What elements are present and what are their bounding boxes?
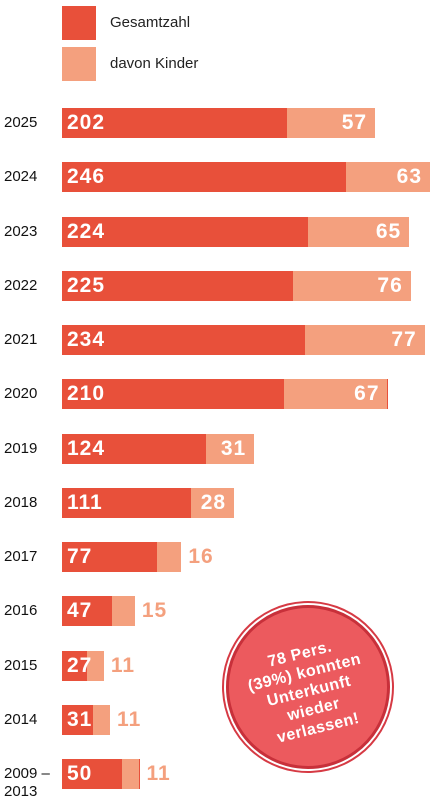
bar-children (308, 216, 410, 247)
bar-children (283, 379, 388, 410)
bar-children (93, 704, 111, 735)
value-label-total: 77 (67, 545, 93, 568)
value-label-children: 11 (110, 653, 136, 677)
legend-label: Gesamtzahl (110, 14, 191, 31)
category-label: 2014 (4, 710, 38, 728)
value-label-children: 77 (391, 328, 417, 351)
category-label: 2022 (4, 276, 38, 294)
annotation-text: 78 Pers. (39%) konnten Unterkunft wieder ver… (221, 626, 397, 756)
category-label: 2021 (4, 331, 38, 348)
bar-children (292, 270, 411, 301)
category-label: 2025 (4, 114, 38, 131)
legend-swatch (62, 6, 96, 40)
bar-children (111, 596, 135, 627)
value-label-total: 124 (67, 436, 106, 460)
value-label-children: 15 (141, 599, 168, 623)
value-label-children: 65 (375, 219, 402, 243)
value-label-total: 225 (67, 273, 106, 297)
value-label-children: 31 (220, 436, 247, 460)
value-label-total: 111 (67, 490, 103, 514)
value-label-total: 27 (67, 653, 93, 677)
bar-children (156, 542, 182, 572)
bar-children (86, 650, 104, 681)
value-label-children: 11 (146, 762, 171, 785)
category-label: 2018 (4, 493, 38, 511)
value-label-total: 224 (67, 219, 106, 243)
category-label: 2009 –2013 (4, 765, 50, 800)
legend-label: davon Kinder (110, 55, 199, 72)
value-label-total: 31 (67, 707, 93, 731)
bar-children (286, 108, 376, 138)
value-label-children: 67 (354, 382, 380, 406)
value-label-children: 63 (396, 165, 422, 189)
category-label: 2016 (4, 602, 38, 620)
value-label-children: 28 (200, 490, 227, 514)
value-label-children: 76 (377, 273, 403, 297)
category-label: 2017 (4, 548, 38, 565)
value-label-total: 246 (67, 165, 106, 189)
value-label-total: 202 (67, 111, 106, 134)
bar-children (345, 162, 430, 193)
value-label-total: 234 (67, 328, 106, 351)
legend-swatch (62, 47, 96, 81)
value-label-children: 16 (188, 545, 214, 568)
value-label-total: 210 (67, 382, 106, 406)
bar-children (305, 325, 425, 355)
category-label: 2024 (4, 168, 38, 186)
bar-children (190, 487, 235, 518)
value-label-total: 50 (67, 762, 93, 785)
category-label: 2015 (4, 656, 38, 674)
value-label-children: 57 (341, 111, 368, 134)
value-label-total: 47 (67, 599, 93, 623)
annotation-stamp: 78 Pers. (39%) konnten Unterkunft wieder ver… (208, 587, 408, 787)
value-label-children: 11 (117, 707, 142, 731)
bar-children (122, 759, 140, 789)
category-label: 2019 (4, 439, 38, 457)
category-label: 2020 (4, 385, 38, 403)
bar-children (206, 433, 255, 464)
category-label: 2023 (4, 222, 38, 240)
